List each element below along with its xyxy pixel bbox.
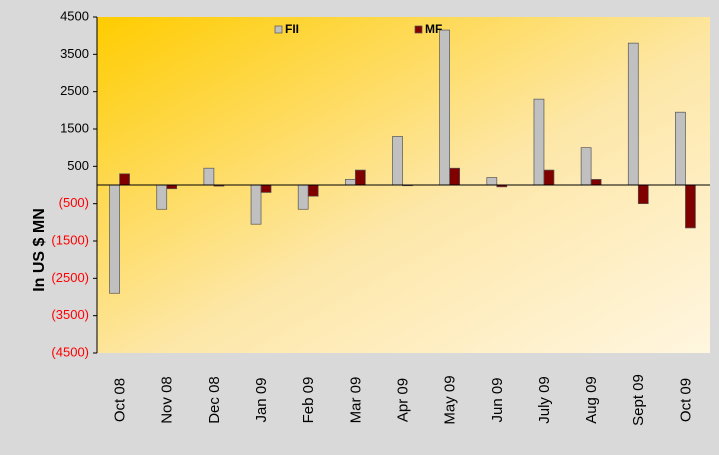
- y-tick-label: (3500): [51, 307, 89, 322]
- bar: [580, 147, 592, 186]
- bar: [637, 184, 649, 205]
- bar: [354, 169, 366, 186]
- y-tick-label: (500): [59, 195, 89, 210]
- y-tick-label: 2500: [60, 83, 89, 98]
- bar: [543, 169, 555, 186]
- y-axis-title: In US $ MN: [31, 208, 48, 292]
- bar: [166, 184, 178, 190]
- x-tick-label: Oct 08: [112, 378, 129, 422]
- y-tick-label: 3500: [60, 46, 89, 61]
- bar: [486, 177, 498, 186]
- bar: [439, 29, 451, 186]
- bar: [392, 136, 403, 186]
- bar: [119, 173, 130, 186]
- bar: [685, 184, 696, 229]
- bar: [344, 179, 356, 186]
- bar: [260, 184, 272, 193]
- y-tick-label: (2500): [51, 270, 89, 285]
- y-tick-label: (4500): [51, 344, 89, 359]
- x-tick-label: Dec 08: [206, 376, 223, 424]
- bar: [449, 167, 461, 186]
- x-tick-label: July 09: [536, 376, 553, 424]
- x-tick-label: Mar 09: [347, 377, 364, 424]
- legend-swatch: [274, 25, 283, 34]
- x-tick-label: Oct 09: [677, 378, 694, 422]
- bar: [297, 184, 309, 210]
- legend-swatch: [414, 25, 423, 34]
- bar: [156, 184, 168, 210]
- y-tick-label: (1500): [51, 232, 89, 247]
- bar: [307, 184, 319, 197]
- x-tick-label: Jan 09: [253, 377, 270, 422]
- bar: [109, 184, 120, 294]
- x-tick-label: Apr 09: [394, 378, 411, 422]
- bar: [590, 179, 602, 186]
- legend-label: MF: [425, 22, 442, 36]
- x-tick-label: Feb 09: [300, 377, 317, 424]
- bar: [627, 42, 639, 186]
- y-tick-label: 500: [67, 158, 89, 173]
- y-tick-label: 1500: [60, 120, 89, 135]
- y-tick-label: 4500: [60, 8, 89, 23]
- x-tick-label: Sept 09: [630, 374, 647, 426]
- x-tick-label: May 09: [442, 375, 459, 424]
- x-tick-label: Nov 08: [159, 376, 176, 424]
- bar: [533, 98, 545, 186]
- legend-label: FII: [285, 22, 299, 36]
- bar: [250, 184, 262, 225]
- bar: [675, 111, 686, 186]
- x-tick-label: Jun 09: [489, 377, 506, 422]
- bar: [203, 167, 215, 186]
- x-tick-label: Aug 09: [583, 376, 600, 424]
